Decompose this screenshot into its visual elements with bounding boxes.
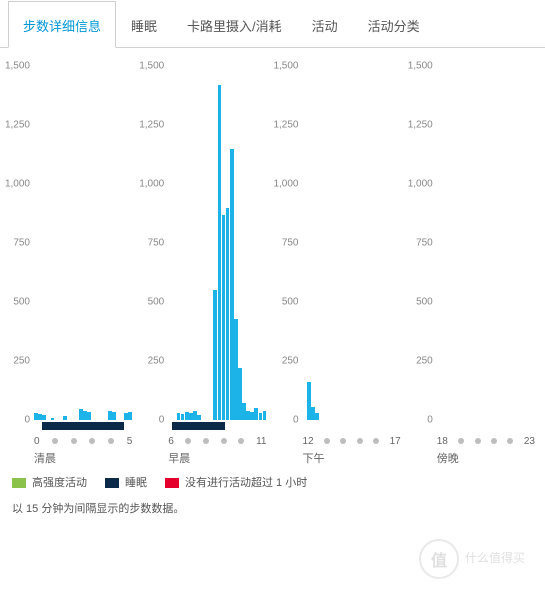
- y-tick: 0: [293, 415, 299, 426]
- tab-1[interactable]: 睡眠: [116, 1, 172, 48]
- x-start: 6: [168, 436, 174, 447]
- x-dot: [475, 438, 481, 444]
- y-tick: 1,500: [5, 61, 30, 72]
- y-tick: 750: [148, 238, 165, 249]
- bar: [315, 413, 319, 420]
- tab-3[interactable]: 活动: [297, 1, 353, 48]
- y-tick: 750: [416, 238, 433, 249]
- x-dot: [221, 438, 227, 444]
- bar: [87, 412, 91, 420]
- y-tick: 0: [24, 415, 30, 426]
- x-dot: [238, 438, 244, 444]
- period-label: 早晨: [168, 450, 190, 466]
- x-end: 23: [524, 436, 535, 447]
- sleep-segment: [172, 422, 225, 430]
- tab-0[interactable]: 步数详细信息: [8, 1, 116, 48]
- y-tick: 1,000: [273, 179, 298, 190]
- period-label: 傍晚: [437, 450, 459, 466]
- x-start: 12: [303, 436, 314, 447]
- footnote: 以 15 分钟为间隔显示的步数数据。: [0, 494, 545, 522]
- bar: [42, 415, 46, 420]
- y-tick: 0: [159, 415, 165, 426]
- x-start: 0: [34, 436, 40, 447]
- chart-panel-2: 02505007501,0001,2501,5001217下午: [273, 66, 407, 466]
- watermark-badge: 值: [419, 539, 459, 579]
- x-dot: [52, 438, 58, 444]
- y-tick: 750: [13, 238, 30, 249]
- y-tick: 750: [282, 238, 299, 249]
- legend-item-2: 没有进行活动超过 1 小时: [165, 474, 307, 490]
- bar: [51, 418, 55, 420]
- chart-panel-3: 02505007501,0001,2501,5001823傍晚: [407, 66, 541, 466]
- x-dot: [108, 438, 114, 444]
- x-dot: [458, 438, 464, 444]
- x-dot: [185, 438, 191, 444]
- bar: [128, 412, 132, 420]
- legend-label: 高强度活动: [32, 477, 87, 489]
- legend-label: 睡眠: [125, 477, 147, 489]
- x-end: 17: [390, 436, 401, 447]
- y-tick: 250: [282, 356, 299, 367]
- legend-swatch: [12, 478, 26, 488]
- y-tick: 1,250: [139, 120, 164, 131]
- y-tick: 0: [427, 415, 433, 426]
- y-tick: 500: [13, 297, 30, 308]
- y-tick: 1,000: [139, 179, 164, 190]
- watermark-text: 什么值得买: [465, 552, 525, 565]
- legend-label: 没有进行活动超过 1 小时: [185, 477, 307, 489]
- y-tick: 1,250: [408, 120, 433, 131]
- tab-2[interactable]: 卡路里摄入/消耗: [172, 1, 297, 48]
- steps-chart: 02505007501,0001,2501,50005清晨02505007501…: [4, 66, 541, 466]
- y-tick: 500: [148, 297, 165, 308]
- x-dot: [491, 438, 497, 444]
- sleep-segment: [42, 422, 125, 430]
- y-tick: 1,000: [408, 179, 433, 190]
- x-dot: [324, 438, 330, 444]
- y-tick: 1,250: [273, 120, 298, 131]
- x-start: 18: [437, 436, 448, 447]
- watermark: 值 什么值得买: [419, 535, 539, 583]
- legend-item-0: 高强度活动: [12, 474, 87, 490]
- x-dot: [89, 438, 95, 444]
- legend-swatch: [165, 478, 179, 488]
- y-tick: 1,000: [5, 179, 30, 190]
- x-end: 5: [127, 436, 133, 447]
- x-dot: [373, 438, 379, 444]
- y-tick: 1,500: [408, 61, 433, 72]
- bar: [263, 411, 267, 420]
- y-tick: 250: [13, 356, 30, 367]
- y-tick: 1,250: [5, 120, 30, 131]
- x-dot: [357, 438, 363, 444]
- x-dot: [507, 438, 513, 444]
- period-label: 下午: [303, 450, 325, 466]
- chart-panel-0: 02505007501,0001,2501,50005清晨: [4, 66, 138, 466]
- x-dot: [71, 438, 77, 444]
- bar: [112, 412, 116, 420]
- legend-item-1: 睡眠: [105, 474, 147, 490]
- x-end: 11: [256, 436, 266, 447]
- period-label: 清晨: [34, 450, 56, 466]
- tabs: 步数详细信息睡眠卡路里摄入/消耗活动活动分类: [0, 0, 545, 48]
- y-tick: 500: [416, 297, 433, 308]
- x-dot: [340, 438, 346, 444]
- y-tick: 500: [282, 297, 299, 308]
- bar: [63, 416, 67, 420]
- y-tick: 1,500: [273, 61, 298, 72]
- legend: 高强度活动 睡眠 没有进行活动超过 1 小时: [0, 466, 545, 494]
- y-tick: 1,500: [139, 61, 164, 72]
- legend-swatch: [105, 478, 119, 488]
- x-dot: [203, 438, 209, 444]
- y-tick: 250: [148, 356, 165, 367]
- chart-panel-1: 02505007501,0001,2501,500611早晨: [138, 66, 272, 466]
- tab-4[interactable]: 活动分类: [353, 1, 435, 48]
- bar: [197, 415, 201, 420]
- y-tick: 250: [416, 356, 433, 367]
